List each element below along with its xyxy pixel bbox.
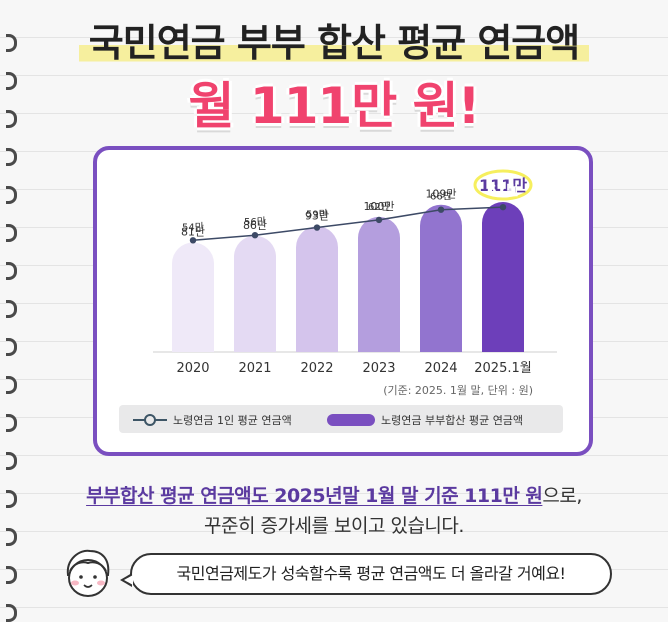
legend-bar-icon	[327, 414, 375, 426]
bar	[172, 242, 214, 352]
line-label: 66만	[430, 191, 452, 203]
spiral-ring	[6, 376, 17, 394]
bar	[234, 235, 276, 352]
line-point	[313, 224, 321, 231]
legend-label-line: 노령연금 1인 평균 연금액	[173, 414, 292, 427]
bar-line-chart: 81만 2020 86만 2021 93만 2022 100만 2023 109만 2024 111…	[153, 169, 557, 376]
spiral-ring	[6, 490, 17, 508]
line-series	[192, 206, 504, 242]
avatar-icon	[66, 549, 110, 597]
chart-note: (기준: 2025. 1월 말, 단위 : 원)	[383, 384, 533, 397]
x-tick-label: 2025.1월	[474, 361, 531, 376]
spiral-ring	[6, 110, 17, 128]
line-point	[375, 216, 383, 224]
chart-card: 81만 2020 86만 2021 93만 2022 100만 2023 109만 2024 111…	[93, 146, 593, 456]
line-point	[499, 203, 507, 211]
line-label-highlight: 67만	[487, 183, 519, 199]
bar	[296, 226, 338, 352]
legend-label-bar: 노령연금 부부합산 평균 연금액	[381, 414, 524, 427]
summary-rest: 으로,	[542, 485, 582, 507]
bar	[358, 216, 400, 352]
spiral-ring	[6, 34, 17, 52]
bar	[482, 202, 524, 352]
line-label: 54만	[182, 221, 204, 233]
summary-highlight: 부부합산 평균 연금액도 2025년말 1월 말 기준 111만 원	[86, 485, 543, 507]
x-tick-label: 2022	[300, 361, 333, 376]
x-tick-label: 2023	[362, 361, 395, 376]
notebook-spiral	[6, 0, 22, 622]
spiral-ring	[6, 300, 17, 318]
spiral-ring	[6, 414, 17, 432]
bar-label: 109만	[425, 188, 456, 201]
highlight-ring	[473, 169, 533, 201]
spiral-ring	[6, 224, 17, 242]
bar-label: 100만	[363, 200, 394, 213]
spiral-ring	[6, 72, 17, 90]
x-tick-label: 2021	[238, 361, 271, 376]
line-label: 56만	[244, 216, 266, 228]
bar-label-highlight: 111만	[479, 176, 527, 195]
spiral-ring	[6, 566, 17, 584]
line-point	[251, 232, 259, 239]
headline: 월 111만 원!	[188, 77, 481, 135]
line-label: 59만	[306, 209, 328, 221]
spiral-ring	[6, 528, 17, 546]
bar-label: 86만	[243, 219, 267, 232]
chart-legend: 노령연금 1인 평균 연금액 노령연금 부부합산 평균 연금액	[119, 405, 563, 433]
summary-line-2: 꾸준히 증가세를 보이고 있습니다.	[204, 515, 464, 537]
legend-item-line: 노령연금 1인 평균 연금액	[133, 412, 292, 428]
line-point	[189, 237, 197, 244]
speech-bubble: 국민연금제도가 성숙할수록 평균 연금액도 더 올라갈 거예요!	[120, 553, 612, 595]
line-label: 62만	[368, 201, 390, 213]
spiral-ring	[6, 604, 17, 622]
legend-item-bar: 노령연금 부부합산 평균 연금액	[327, 412, 523, 428]
summary-line-1: 부부합산 평균 연금액도 2025년말 1월 말 기준 111만 원으로,	[0, 481, 668, 508]
spiral-ring	[6, 452, 17, 470]
bar-label: 93만	[305, 209, 329, 222]
spiral-ring	[6, 338, 17, 356]
legend-line-icon	[133, 414, 167, 426]
line-point	[437, 206, 445, 213]
bar	[420, 204, 462, 352]
spiral-ring	[6, 148, 17, 166]
spiral-ring	[6, 186, 17, 204]
page-title: 국민연금 부부 합산 평균 연금액	[0, 12, 668, 67]
bar-label: 81만	[181, 226, 205, 239]
x-tick-label: 2024	[424, 361, 457, 376]
x-tick-label: 2020	[176, 361, 209, 376]
spiral-ring	[6, 262, 17, 280]
